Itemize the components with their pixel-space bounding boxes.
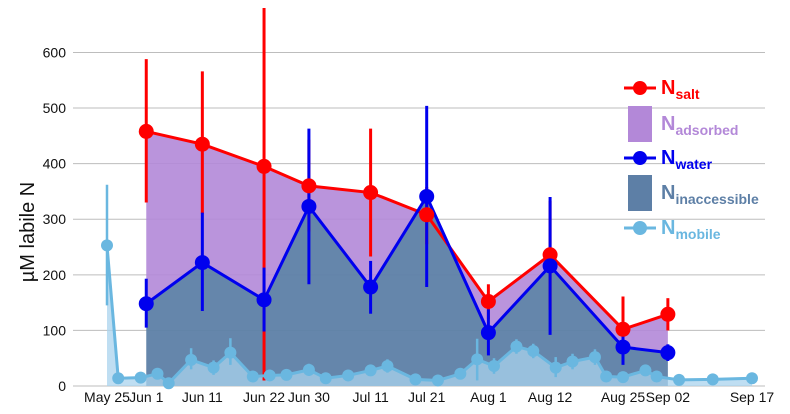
mobile-point: [746, 372, 758, 385]
legend: Nsalt Nadsorbed Nwater Ninaccessible Nmobile: [624, 77, 759, 242]
mobile-point: [112, 372, 125, 385]
x-tick-label: May 25: [84, 389, 130, 405]
legend-marker-mobile: [633, 221, 647, 235]
water-point: [194, 255, 210, 271]
mobile-point: [549, 361, 562, 374]
salt-point: [194, 136, 210, 152]
mobile-point: [510, 340, 523, 353]
water-point: [480, 325, 496, 341]
mobile-point: [639, 364, 652, 377]
salt-point: [419, 207, 435, 223]
mobile-point: [673, 373, 686, 386]
mobile-point: [224, 346, 237, 359]
adsorbed-area: [146, 131, 668, 353]
y-tick-label: 0: [58, 378, 66, 394]
mobile-point: [706, 373, 719, 386]
salt-point: [660, 306, 676, 322]
mobile-point: [381, 359, 394, 372]
x-tick-label: Aug 25: [601, 389, 646, 405]
x-tick-label: Jun 11: [182, 389, 223, 405]
salt-line: [145, 129, 669, 332]
legend-label-mobile: Nmobile: [661, 217, 721, 242]
mobile-point: [342, 369, 355, 382]
water-point: [660, 345, 676, 361]
water-point: [363, 279, 379, 295]
y-tick-label: 300: [43, 211, 67, 227]
legend-swatch-inaccessible: [628, 175, 652, 211]
mobile-point: [454, 367, 467, 380]
water-point: [301, 198, 317, 214]
mobile-point: [101, 239, 113, 252]
y-tick-label: 500: [43, 100, 67, 116]
water-point: [138, 296, 154, 312]
legend-marker-water: [633, 151, 647, 165]
salt-point: [363, 185, 379, 201]
mobile-point: [600, 370, 613, 383]
mobile-point: [302, 363, 315, 376]
legend-label-salt: Nsalt: [661, 77, 700, 102]
y-axis-label: µM labile N: [17, 182, 39, 282]
mobile-point: [134, 371, 147, 384]
mobile-point: [566, 355, 579, 368]
inaccessible-area: [146, 196, 668, 386]
x-tick-label: Jun 30: [288, 389, 330, 405]
mobile-point: [263, 369, 276, 382]
water-point: [256, 292, 272, 308]
mobile-point: [409, 373, 422, 386]
salt-point: [256, 158, 272, 174]
mobile-point: [162, 377, 175, 390]
salt-point: [480, 294, 496, 310]
y-tick-label: 100: [43, 322, 67, 338]
mobile-point: [527, 344, 540, 357]
legend-label-water: Nwater: [661, 147, 713, 172]
x-tick-label: Jul 11: [352, 389, 389, 405]
legend-label-adsorbed: Nadsorbed: [661, 113, 738, 138]
x-tick-label: Aug 1: [470, 389, 507, 405]
salt-point: [138, 123, 154, 139]
x-tick-label: Sep 02: [646, 389, 691, 405]
y-tick-label: 600: [43, 44, 67, 60]
area-fills: [107, 131, 752, 386]
water-point: [615, 339, 631, 355]
legend-label-inaccessible: Ninaccessible: [661, 182, 759, 207]
series-markers: [101, 123, 758, 390]
mobile-point: [151, 367, 164, 380]
x-axis-ticks: May 25 Jun 1 Jun 11 Jun 22 Jun 30 Jul 11 Jul 2…: [84, 389, 774, 405]
water-point: [542, 258, 558, 274]
x-tick-label: Aug 12: [528, 389, 573, 405]
mobile-point: [650, 370, 663, 383]
mobile-point: [364, 364, 377, 377]
y-tick-label: 400: [43, 156, 67, 172]
water-point: [419, 188, 435, 204]
mobile-point: [185, 353, 198, 366]
mobile-point: [431, 374, 444, 387]
legend-marker-salt: [633, 81, 647, 95]
mobile-point: [471, 353, 484, 366]
water-line: [145, 193, 669, 355]
salt-point: [301, 178, 317, 194]
x-tick-label: Sep 17: [730, 389, 775, 405]
x-tick-label: Jul 21: [408, 389, 446, 405]
y-axis-ticks: 0 100 200 300 400 500 600: [43, 44, 67, 394]
mobile-point: [319, 372, 332, 385]
x-tick-label: Jun 1: [129, 389, 163, 405]
salt-point: [615, 321, 631, 337]
x-tick-label: Jun 22: [243, 389, 285, 405]
salt-point: [542, 247, 558, 263]
legend-swatch-adsorbed: [628, 106, 652, 142]
y-tick-label: 200: [43, 267, 67, 283]
mobile-point: [207, 361, 220, 374]
mobile-point: [246, 370, 259, 383]
mobile-point: [280, 368, 293, 381]
mobile-point: [617, 371, 629, 384]
mobile-point: [488, 359, 500, 372]
mobile-point: [588, 351, 601, 364]
